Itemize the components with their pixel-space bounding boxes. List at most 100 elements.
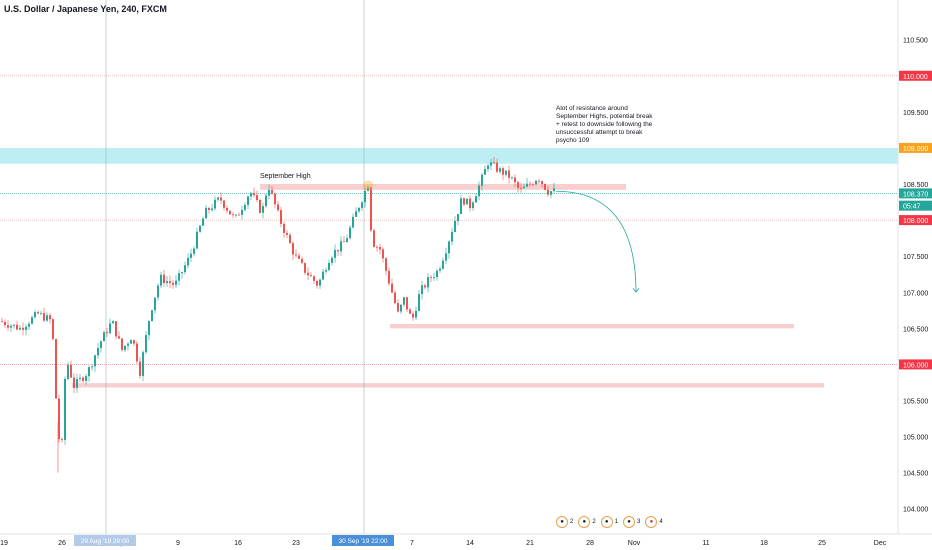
candle-body — [253, 193, 255, 196]
candle-body — [553, 188, 555, 192]
candle-body — [352, 216, 354, 228]
candle-body — [448, 241, 450, 254]
candle-body — [259, 199, 261, 213]
candle-body — [523, 186, 525, 189]
candle-body — [541, 181, 543, 184]
y-tick-label: 106.500 — [903, 326, 928, 333]
y-tick-label: 110.500 — [903, 38, 928, 45]
candle-body — [355, 211, 357, 217]
candle-body — [337, 249, 339, 252]
candle-body — [106, 332, 108, 334]
candle-body — [439, 268, 441, 271]
y-tick-label: 108.500 — [903, 182, 928, 189]
zone-support-1065 — [390, 324, 794, 329]
candle-body — [388, 270, 390, 284]
x-tick-label: 21 — [526, 540, 534, 547]
candle-body — [379, 247, 381, 250]
price-label-text: 108.000 — [903, 218, 928, 225]
jp-flag-icon[interactable]: ● — [645, 516, 658, 528]
candle-body — [499, 168, 501, 172]
candle-body — [13, 324, 15, 326]
candle-body — [484, 169, 486, 175]
candle-body — [211, 208, 213, 210]
candle-body — [175, 280, 177, 285]
candle-body — [142, 352, 144, 376]
candle-body — [526, 183, 528, 187]
candle-body — [466, 198, 468, 205]
y-tick-label: 105.000 — [903, 435, 928, 442]
candle-body — [145, 335, 147, 353]
candle-body — [268, 189, 270, 196]
candle-body — [244, 204, 246, 210]
us-flag-icon[interactable]: ● — [556, 516, 568, 528]
price-label-text: 110.000 — [903, 74, 928, 81]
candle-body — [187, 257, 189, 266]
candle-body — [298, 255, 300, 259]
candle-body — [469, 198, 471, 209]
candle-body — [460, 198, 462, 214]
x-tick-label: 25 — [818, 540, 826, 547]
candle-body — [181, 272, 183, 274]
us-flag-icon[interactable]: ● — [578, 516, 591, 528]
candle-body — [472, 202, 474, 209]
high-marker — [363, 180, 373, 191]
candle-body — [4, 321, 6, 326]
candle-body — [325, 270, 327, 272]
candle-body — [373, 230, 375, 247]
economic-events-bar[interactable]: ● 2 ● 2 ● 1 ● 3 ● 4 — [556, 516, 666, 528]
candle-body — [496, 162, 498, 172]
candle-body — [199, 225, 201, 232]
candle-body — [94, 355, 96, 367]
y-tick-label: 107.000 — [903, 290, 928, 297]
y-tick-label: 104.000 — [903, 507, 928, 514]
candle-body — [289, 234, 291, 244]
candle-body — [58, 398, 60, 440]
candle-body — [313, 276, 315, 281]
candle-body — [475, 196, 477, 203]
candle-body — [70, 364, 72, 378]
candle-body — [457, 213, 459, 221]
x-tick-label: 19 — [0, 540, 8, 547]
candle-body — [190, 253, 192, 258]
candle-body — [133, 340, 135, 344]
candle-body — [139, 361, 141, 376]
candle-body — [445, 253, 447, 261]
candle-body — [304, 262, 306, 273]
candle-body — [91, 366, 93, 368]
x-tick-label: 28 — [586, 540, 594, 547]
price-label-box — [899, 200, 932, 211]
candle-body — [7, 325, 9, 328]
candle-body — [196, 231, 198, 249]
candle-body — [97, 347, 99, 356]
candle-body — [40, 313, 42, 314]
candle-body — [37, 312, 39, 314]
candle-body — [16, 324, 18, 330]
candle-body — [361, 202, 363, 208]
candle-body — [250, 193, 252, 197]
y-tick-label: 107.500 — [903, 254, 928, 261]
us-flag-icon[interactable]: ● — [623, 516, 636, 528]
candle-body — [331, 257, 333, 263]
candle-body — [76, 378, 78, 389]
candle-body — [28, 323, 30, 327]
crosshair-label-box — [332, 535, 394, 546]
candle-body — [340, 241, 342, 252]
candle-body — [454, 220, 456, 232]
candle-body — [478, 185, 480, 197]
candle-body — [262, 206, 264, 213]
candle-body — [400, 304, 402, 312]
x-tick-label: 26 — [58, 540, 66, 547]
candle-body — [205, 207, 207, 219]
candle-body — [493, 162, 495, 164]
candle-body — [550, 191, 552, 195]
price-label-box — [899, 359, 932, 370]
candle-body — [118, 336, 120, 339]
candle-body — [202, 218, 204, 226]
price-label-box — [899, 142, 932, 153]
crosshair-label-text: 30 Sep '19 22:00 — [339, 538, 388, 545]
candle-body — [85, 376, 87, 381]
candle-body — [418, 294, 420, 311]
us-flag-icon[interactable]: ● — [600, 516, 613, 528]
candle-body — [544, 183, 546, 190]
